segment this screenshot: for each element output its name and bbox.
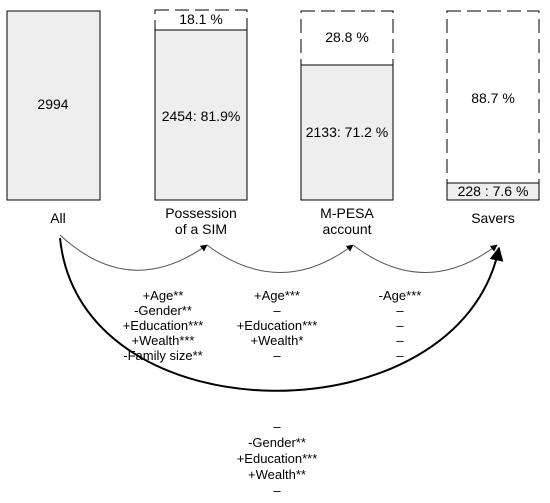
factor-text: -Family size**	[123, 348, 202, 363]
bar-sim	[154, 29, 248, 201]
factor-text: +Wealth***	[132, 333, 195, 348]
arc-all-to-sim	[59, 234, 208, 271]
factor-text: -Gender**	[248, 435, 306, 450]
factor-text: –	[273, 419, 281, 434]
factor-text: –	[396, 318, 404, 333]
factor-text: +Wealth*	[251, 333, 304, 348]
arc-mpesa-to-savers	[352, 244, 498, 273]
bar-all	[6, 10, 101, 201]
bar-sim-count: 2454: 81.9%	[162, 108, 241, 124]
bar-mpesa	[300, 64, 394, 201]
bar-savers-remainder: 88.7 %	[471, 90, 515, 106]
factors-step-2: +Age*** – +Education*** +Wealth* –	[237, 288, 318, 363]
factor-text: –	[396, 348, 404, 363]
category-savers: Savers	[471, 210, 515, 226]
bar-all-count: 2994	[37, 96, 68, 112]
factor-text: –	[273, 303, 281, 318]
factors-step-3: -Age*** – – – –	[379, 288, 422, 363]
bar-mpesa-remainder: 28.8 %	[325, 29, 369, 45]
factor-text: +Education***	[123, 318, 204, 333]
factor-text: +Education***	[237, 451, 318, 466]
factor-text: –	[396, 333, 404, 348]
factor-text: –	[273, 348, 281, 363]
category-sim-line2: of a SIM	[175, 221, 227, 237]
factor-text: -Gender**	[134, 303, 192, 318]
bar-savers	[446, 182, 540, 201]
bar-mpesa-count: 2133: 71.2 %	[306, 124, 389, 140]
factor-text: -Age***	[379, 288, 422, 303]
bar-sim-remainder: 18.1 %	[179, 11, 223, 27]
category-mpesa-line1: M-PESA	[320, 205, 374, 221]
factor-text: +Age***	[254, 288, 300, 303]
bar-savers-count: 228 : 7.6 %	[458, 183, 529, 199]
factor-text: +Education***	[237, 318, 318, 333]
factors-overall: – -Gender** +Education*** +Wealth** –	[237, 419, 318, 498]
category-sim-line1: Possession	[165, 205, 237, 221]
factor-text: –	[273, 483, 281, 498]
factor-text: –	[396, 303, 404, 318]
factor-text: +Age**	[143, 288, 184, 303]
arc-sim-to-mpesa	[206, 244, 354, 273]
category-all: All	[50, 210, 66, 226]
factor-text: +Wealth**	[248, 467, 306, 482]
category-mpesa-line2: account	[322, 221, 371, 237]
factors-step-1: +Age** -Gender** +Education*** +Wealth**…	[123, 288, 204, 363]
arc-all-to-savers	[59, 237, 504, 392]
